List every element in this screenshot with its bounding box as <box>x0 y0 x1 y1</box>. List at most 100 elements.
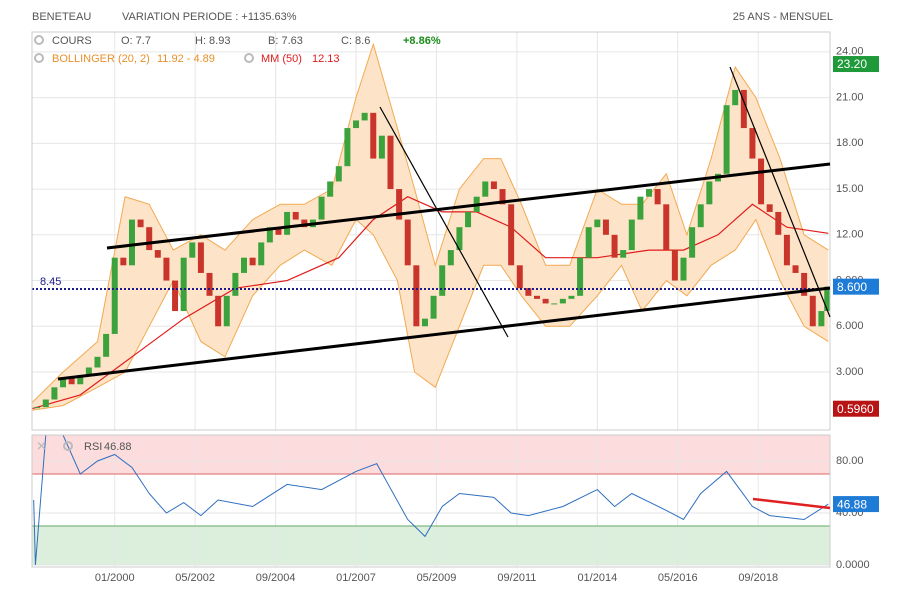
stock-name: BENETEAU <box>32 11 91 23</box>
y-tick-label: 12.00 <box>836 229 864 241</box>
variation: VARIATION PERIODE : +1135.63% <box>122 11 297 23</box>
candle <box>85 367 92 376</box>
candle <box>818 311 825 327</box>
plots: 01/2000 05/2002 09/2004 01/2007 05/2009 09/20… <box>31 32 879 584</box>
price-badge-label: 0.5960 <box>837 402 874 416</box>
price-badge <box>833 278 879 295</box>
gear-icon[interactable] <box>63 441 73 451</box>
candle <box>396 189 403 220</box>
y-tick-label: 18.00 <box>836 137 864 149</box>
rsi-trend-line <box>752 497 831 510</box>
candle <box>568 295 575 299</box>
gear-icon[interactable] <box>244 53 254 63</box>
candle <box>240 257 247 273</box>
candle <box>551 303 558 305</box>
candle <box>404 219 411 266</box>
candle <box>387 135 394 190</box>
legend-high: H: 8.93 <box>195 35 230 47</box>
candle <box>146 227 153 251</box>
bollinger-lower <box>31 218 829 411</box>
candle <box>611 234 618 258</box>
legend-bollinger-values: 11.92 - 4.89 <box>157 53 215 65</box>
candle <box>275 227 282 235</box>
candle <box>594 219 601 228</box>
gear-icon[interactable] <box>34 35 44 45</box>
x-tick-label: 05/2016 <box>658 572 698 584</box>
y-tick-label: 80.00 <box>836 455 864 467</box>
x-tick-label: 01/2007 <box>336 572 376 584</box>
candle <box>439 265 446 296</box>
candle <box>128 219 135 266</box>
close-icon[interactable]: ✕ <box>36 438 47 453</box>
candle <box>232 272 239 296</box>
trend-line <box>106 162 831 250</box>
candle <box>542 298 549 304</box>
trend-line <box>729 66 831 318</box>
period: 25 ANS - MENSUEL <box>733 11 833 23</box>
legend-open: O: 7.7 <box>121 35 151 47</box>
y-tick-label: 3.000 <box>836 366 864 378</box>
candle <box>499 189 506 205</box>
candle <box>602 219 609 235</box>
candle <box>42 399 49 408</box>
legend-bollinger: BOLLINGER (20, 2) <box>52 53 150 65</box>
price-badge <box>833 496 879 513</box>
candle <box>516 265 523 289</box>
candle <box>266 227 273 243</box>
bollinger-band <box>32 44 829 411</box>
rsi-frame <box>31 434 831 568</box>
candle <box>525 288 532 296</box>
x-tick-label: 01/2000 <box>95 572 135 584</box>
candle <box>301 219 308 228</box>
candle <box>775 211 782 235</box>
candle <box>223 295 230 327</box>
legend-low: B: 7.63 <box>268 35 303 47</box>
candle <box>180 257 187 312</box>
candle <box>430 295 437 319</box>
candle <box>103 333 110 357</box>
candle <box>465 211 472 228</box>
candle <box>51 387 58 400</box>
candle <box>60 378 67 388</box>
candle <box>344 128 351 167</box>
candle <box>215 295 222 327</box>
candle <box>318 196 325 220</box>
gear-icon[interactable] <box>34 53 44 63</box>
x-tick-label: 01/2014 <box>577 572 617 584</box>
price-badge-label: 23.20 <box>837 57 867 71</box>
candle <box>732 89 739 106</box>
price-badge-label: 8.600 <box>837 280 867 294</box>
legend: COURS O: 7.7 H: 8.93 B: 7.63 C: 8.6 +8.8… <box>34 35 441 453</box>
y-tick-label: 15.00 <box>836 183 864 195</box>
candle <box>111 257 118 334</box>
candle <box>628 219 635 251</box>
candle <box>421 318 428 327</box>
candle <box>378 135 385 159</box>
y-tick-label: 24.00 <box>836 46 864 58</box>
legend-ma: MM (50) <box>261 53 302 65</box>
candle <box>335 166 342 182</box>
candle <box>163 257 170 281</box>
candle <box>801 272 808 296</box>
candle <box>637 196 644 220</box>
candle <box>646 189 653 197</box>
price-badge <box>833 400 879 417</box>
candle <box>370 112 377 159</box>
candle <box>34 407 41 409</box>
candle <box>447 250 454 266</box>
candle <box>671 250 678 281</box>
trend-line <box>379 106 509 338</box>
candle <box>697 204 704 228</box>
candle <box>137 219 144 228</box>
candle <box>533 295 540 299</box>
candle <box>284 211 291 235</box>
reference-label: 8.45 <box>40 276 61 288</box>
candle <box>680 257 687 281</box>
candle <box>353 120 360 129</box>
candle <box>456 227 463 251</box>
candle <box>258 242 265 266</box>
candle <box>663 204 670 251</box>
candle <box>559 298 566 304</box>
candle <box>482 181 489 197</box>
